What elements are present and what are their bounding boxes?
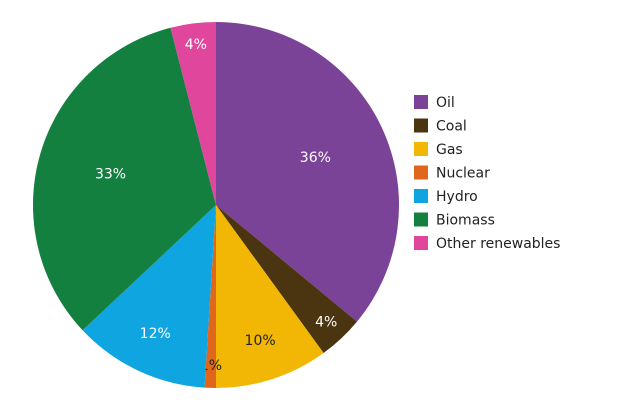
legend-swatch bbox=[414, 118, 428, 133]
data-label: 36% bbox=[300, 150, 331, 166]
legend-label: Hydro bbox=[436, 189, 478, 205]
data-label: 4% bbox=[185, 37, 207, 53]
pie-slice bbox=[216, 22, 399, 322]
legend-label: Nuclear bbox=[436, 166, 490, 182]
legend-swatch bbox=[414, 142, 428, 156]
legend-swatch bbox=[414, 212, 428, 227]
data-label: 10% bbox=[245, 333, 276, 349]
legend-label: Biomass bbox=[436, 213, 495, 229]
legend-label: Coal bbox=[436, 119, 467, 135]
legend-label: Other renewables bbox=[436, 236, 560, 252]
data-label: 12% bbox=[140, 326, 171, 342]
data-label: 33% bbox=[95, 166, 126, 182]
pie-slice bbox=[204, 205, 216, 388]
data-label: 4% bbox=[315, 314, 337, 330]
legend-swatch bbox=[414, 95, 428, 109]
legend-label: Gas bbox=[436, 142, 463, 158]
pie-slice bbox=[170, 22, 216, 205]
pie-slice bbox=[216, 205, 358, 354]
pie-slice bbox=[32, 27, 217, 331]
legend-label: Oil bbox=[436, 95, 455, 111]
pie-slice bbox=[216, 205, 324, 388]
pie-slice bbox=[82, 205, 216, 388]
legend-swatch bbox=[414, 236, 428, 250]
legend-swatch bbox=[414, 165, 428, 180]
legend-swatch bbox=[414, 189, 428, 203]
